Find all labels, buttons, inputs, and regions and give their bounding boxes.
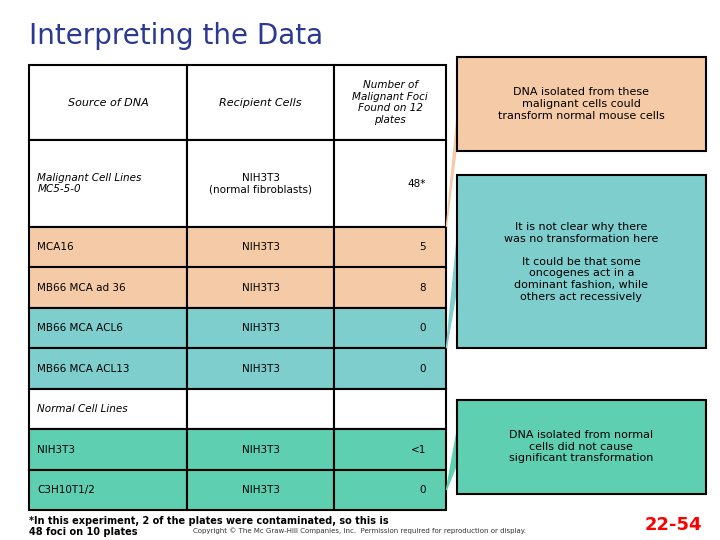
Text: <1: <1 (410, 444, 426, 455)
Bar (29, 348, 187, 389)
Bar (187, 429, 333, 470)
Bar (333, 227, 446, 267)
Bar (187, 348, 333, 389)
Bar (29, 227, 187, 267)
Text: Malignant Cell Lines
MC5-5-0: Malignant Cell Lines MC5-5-0 (37, 173, 142, 194)
Bar (333, 308, 446, 348)
Text: 0: 0 (420, 485, 426, 495)
Text: DNA isolated from normal
cells did not cause
significant transformation: DNA isolated from normal cells did not c… (509, 430, 654, 463)
Text: MB66 MCA ad 36: MB66 MCA ad 36 (37, 282, 126, 293)
Bar (333, 267, 446, 308)
Text: NIH3T3: NIH3T3 (242, 485, 279, 495)
Bar (29, 308, 187, 348)
Text: 0: 0 (420, 363, 426, 374)
Text: 48*: 48* (408, 179, 426, 188)
Text: NIH3T3
(normal fibroblasts): NIH3T3 (normal fibroblasts) (209, 173, 312, 194)
Polygon shape (446, 431, 457, 490)
Text: NIH3T3: NIH3T3 (242, 444, 279, 455)
Bar (187, 267, 333, 308)
Text: Copyright © The Mc Graw-Hill Companies, Inc.  Permission required for reproducti: Copyright © The Mc Graw-Hill Companies, … (194, 527, 526, 534)
Text: NIH3T3: NIH3T3 (242, 242, 279, 252)
Bar (457, 57, 706, 151)
Bar (333, 470, 446, 510)
Text: 0: 0 (420, 323, 426, 333)
Bar (29, 470, 187, 510)
Text: Interpreting the Data: Interpreting the Data (29, 22, 323, 50)
Bar (333, 65, 446, 140)
Bar (29, 429, 187, 470)
Text: NIH3T3: NIH3T3 (242, 323, 279, 333)
Text: It is not clear why there
was no transformation here

It could be that some
onco: It is not clear why there was no transfo… (504, 222, 659, 302)
Text: NIH3T3: NIH3T3 (37, 444, 76, 455)
Bar (29, 389, 187, 429)
Text: Normal Cell Lines: Normal Cell Lines (37, 404, 128, 414)
Text: MB66 MCA ACL13: MB66 MCA ACL13 (37, 363, 130, 374)
Text: 22-54: 22-54 (644, 516, 702, 534)
Text: NIH3T3: NIH3T3 (242, 363, 279, 374)
Text: MB66 MCA ACL6: MB66 MCA ACL6 (37, 323, 123, 333)
Bar (457, 176, 706, 348)
Polygon shape (446, 114, 457, 227)
Bar (187, 227, 333, 267)
Bar (187, 470, 333, 510)
Text: DNA isolated from these
malignant cells could
transform normal mouse cells: DNA isolated from these malignant cells … (498, 87, 665, 120)
Text: Recipient Cells: Recipient Cells (220, 98, 302, 107)
Bar (29, 267, 187, 308)
Text: 8: 8 (420, 282, 426, 293)
Text: MCA16: MCA16 (37, 242, 74, 252)
Text: NIH3T3: NIH3T3 (242, 282, 279, 293)
Bar (333, 140, 446, 227)
Bar (187, 308, 333, 348)
Bar (29, 140, 187, 227)
Bar (187, 65, 333, 140)
Bar (333, 429, 446, 470)
Bar (333, 389, 446, 429)
Text: C3H10T1/2: C3H10T1/2 (37, 485, 95, 495)
Text: Number of
Malignant Foci
Found on 12
plates: Number of Malignant Foci Found on 12 pla… (352, 80, 428, 125)
Bar (333, 348, 446, 389)
Bar (187, 389, 333, 429)
Text: 5: 5 (420, 242, 426, 252)
Bar (29, 65, 187, 140)
Text: *In this experiment, 2 of the plates were contaminated, so this is
48 foci on 10: *In this experiment, 2 of the plates wer… (29, 516, 388, 537)
Bar (187, 140, 333, 227)
Polygon shape (446, 238, 457, 348)
Bar (457, 400, 706, 494)
Text: Source of DNA: Source of DNA (68, 98, 148, 107)
